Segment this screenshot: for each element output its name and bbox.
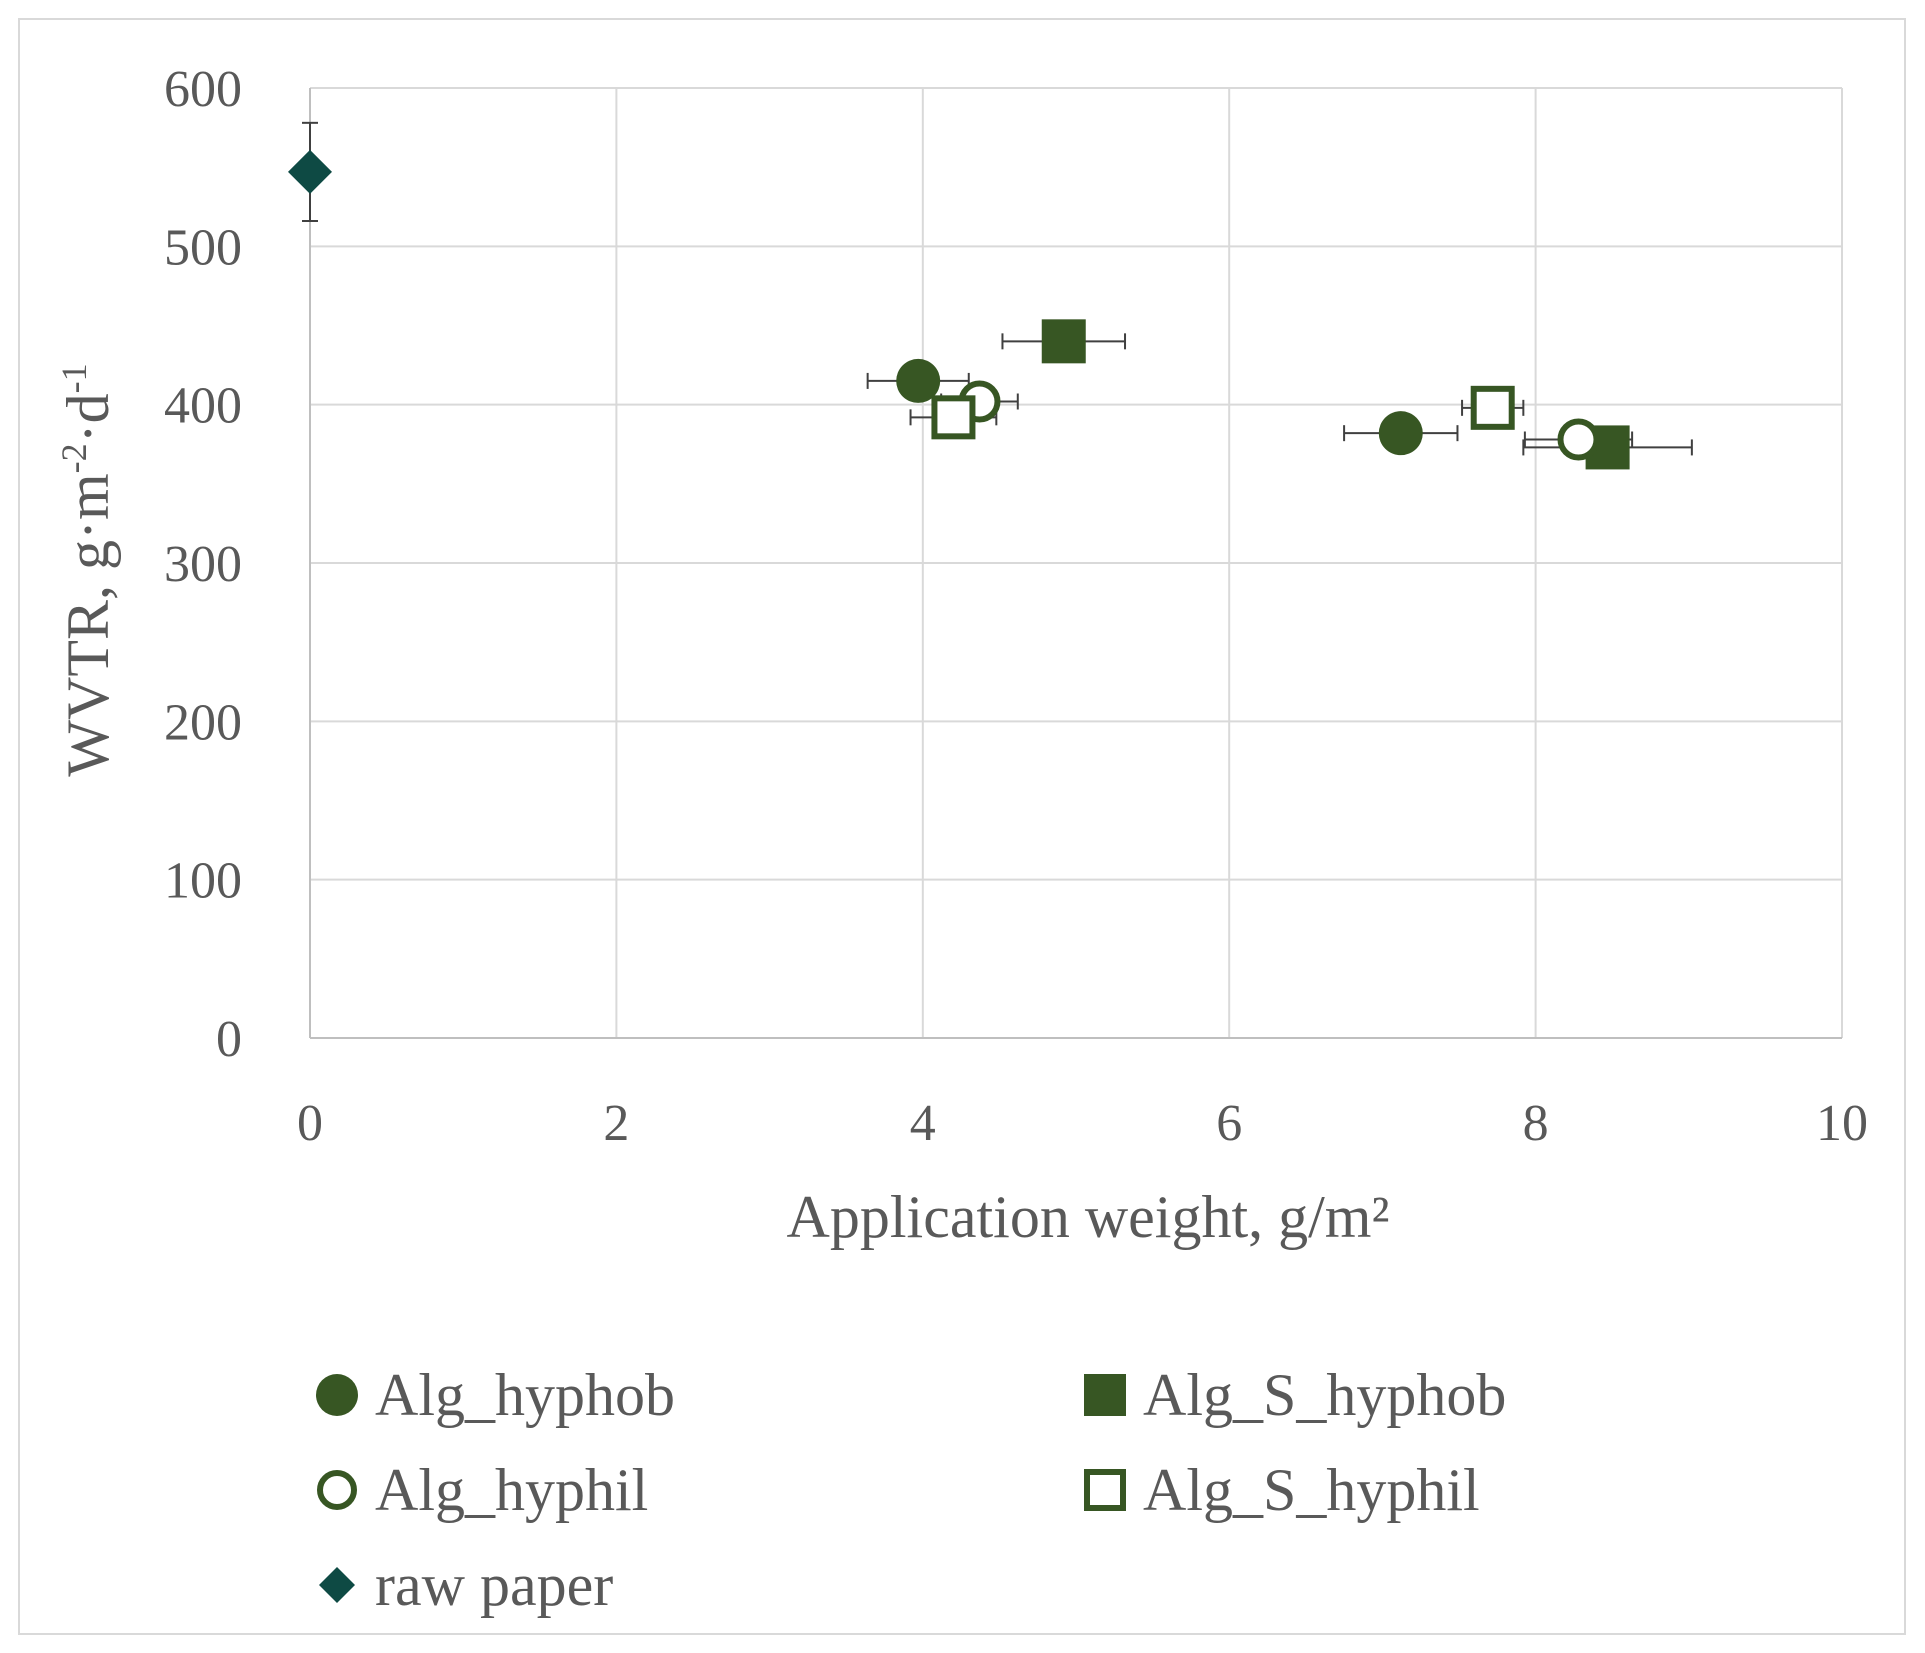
legend-marker-alg-s-hyphob	[1084, 1374, 1126, 1416]
y-axis-title-base: WVTR, g·m	[55, 473, 121, 776]
data-points	[288, 149, 1630, 470]
y-tick-label: 100	[164, 853, 242, 910]
legend: Alg_hyphob Alg_S_hyphob Alg_hyphil Alg_S_hy…	[316, 1362, 1506, 1618]
x-tick-label: 0	[297, 1095, 323, 1152]
legend-label-raw-paper: raw paper	[375, 1552, 613, 1618]
legend-marker-alg-hyphil	[317, 1470, 357, 1510]
y-tick-label: 0	[216, 1011, 242, 1068]
y-axis-title-exp1: -2	[54, 443, 94, 473]
legend-label-alg-s-hyphil: Alg_S_hyphil	[1143, 1457, 1480, 1523]
point-alg-s-hyphil	[931, 395, 976, 440]
legend-item-alg-s-hyphob: Alg_S_hyphob	[1084, 1362, 1506, 1428]
point-alg-s-hyphil	[1470, 385, 1515, 430]
y-tick-label: 600	[164, 61, 242, 118]
y-tick-label: 400	[164, 378, 242, 435]
legend-label-alg-hyphob: Alg_hyphob	[375, 1362, 675, 1428]
axes	[309, 88, 1842, 1039]
x-tick-label: 6	[1216, 1095, 1242, 1152]
gridlines	[310, 87, 1843, 1038]
legend-item-alg-hyphil: Alg_hyphil	[317, 1457, 648, 1523]
point-raw-paper	[288, 149, 332, 194]
x-tick-labels: 0 2 4 6 8 10	[297, 1095, 1868, 1152]
legend-item-alg-s-hyphil: Alg_S_hyphil	[1084, 1457, 1480, 1523]
y-axis-title-mid: ·d	[55, 393, 121, 443]
x-tick-label: 10	[1816, 1095, 1868, 1152]
legend-item-raw-paper: raw paper	[319, 1552, 613, 1618]
y-tick-label: 500	[164, 219, 242, 276]
point-alg-hyphob	[896, 358, 941, 403]
legend-marker-alg-s-hyphil	[1084, 1469, 1126, 1511]
point-alg-hyphil	[1557, 418, 1600, 461]
x-axis-title: Application weight, g/m²	[787, 1184, 1390, 1250]
x-tick-label: 2	[603, 1095, 629, 1152]
x-tick-label: 8	[1523, 1095, 1549, 1152]
chart-frame	[18, 18, 1906, 1635]
legend-label-alg-s-hyphob: Alg_S_hyphob	[1143, 1362, 1506, 1428]
y-tick-label: 300	[164, 536, 242, 593]
point-alg-hyphob	[1378, 411, 1423, 456]
legend-label-alg-hyphil: Alg_hyphil	[375, 1457, 648, 1523]
y-axis-title-exp2: -1	[54, 363, 94, 393]
y-axis-title: WVTR, g·m-2·d-1	[54, 363, 121, 776]
y-tick-labels: 0 100 200 300 400 500 600	[164, 61, 242, 1068]
y-tick-label: 200	[164, 694, 242, 751]
legend-marker-alg-hyphob	[316, 1374, 358, 1416]
point-alg-s-hyphob	[1041, 319, 1086, 364]
x-tick-label: 4	[910, 1095, 936, 1152]
legend-marker-raw-paper	[319, 1567, 355, 1603]
legend-item-alg-hyphob: Alg_hyphob	[316, 1362, 675, 1428]
